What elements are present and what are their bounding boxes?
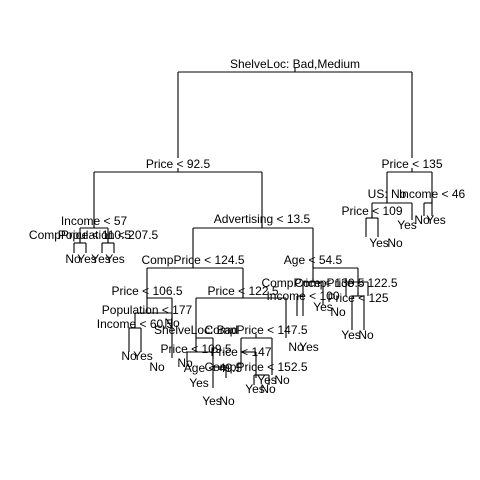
leaf-label: Yes [426, 213, 446, 227]
leaf-label: Yes [397, 218, 417, 232]
split-label: CompPrice < 152.5 [204, 360, 307, 374]
split-label: Price < 92.5 [146, 157, 211, 171]
leaf-label: No [65, 252, 81, 266]
split-label: CompPrice < 124.5 [141, 253, 244, 267]
split-label: Price < 135 [381, 157, 442, 171]
split-label: Income < 60.5 [97, 317, 174, 331]
tree-edges [73, 68, 433, 388]
leaf-label: No [274, 373, 290, 387]
leaf-label: No [330, 305, 346, 319]
leaf-label: No [177, 356, 193, 370]
leaf-label: Yes [313, 300, 333, 314]
split-label: ShelveLoc: Bad,Medium [230, 57, 360, 71]
leaf-label: No [164, 316, 180, 330]
leaf-label: No [387, 236, 403, 250]
split-label: Income < 57 [61, 214, 128, 228]
split-label: Price < 147 [210, 345, 271, 359]
split-label: Advertising < 13.5 [214, 212, 311, 226]
leaf-label: Yes [369, 236, 389, 250]
leaf-label: Yes [341, 328, 361, 342]
split-label: Price < 106.5 [111, 284, 182, 298]
split-label: US: No [368, 187, 407, 201]
leaf-label: No [414, 213, 430, 227]
split-label: Price < 125 [327, 291, 388, 305]
split-label: CompPrice < 110.5 [29, 228, 131, 242]
split-label: Income < 46 [399, 187, 466, 201]
leaf-label: No [121, 349, 137, 363]
split-label: Income < 100 [266, 289, 339, 303]
tree-labels: ShelveLoc: Bad,Medium Price < 92.5 Price <… [29, 57, 466, 408]
leaf-label: No [358, 328, 374, 342]
leaf-label: Yes [202, 394, 222, 408]
split-label: CompPrice < 122.5 [294, 276, 397, 290]
leaf-label: No [260, 382, 276, 396]
leaf-label: Yes [105, 252, 125, 266]
split-label: CompPrice < 147.5 [204, 323, 307, 337]
split-label: Population < 207.5 [58, 228, 159, 242]
leaf-label: Yes [133, 349, 153, 363]
split-label: CompPrice < 130.5 [261, 276, 364, 290]
leaf-label: Yes [299, 340, 319, 354]
leaf-label: Yes [91, 252, 111, 266]
leaf-label: Yes [189, 376, 209, 390]
split-label: Price < 109.5 [160, 342, 231, 356]
split-label: Price < 109 [341, 204, 402, 218]
leaf-label: No [219, 394, 235, 408]
leaf-label: Yes [245, 382, 265, 396]
leaf-label: Yes [257, 373, 277, 387]
split-label: Age < 49.5 [184, 361, 243, 375]
split-label: Age < 54.5 [284, 253, 343, 267]
leaf-label: Yes [77, 252, 97, 266]
leaf-label: No [288, 340, 304, 354]
leaf-label: No [149, 360, 165, 374]
split-label: ShelveLoc: Bad [154, 323, 238, 337]
split-label: Price < 122.5 [207, 284, 278, 298]
split-label: Population < 177 [102, 303, 193, 317]
